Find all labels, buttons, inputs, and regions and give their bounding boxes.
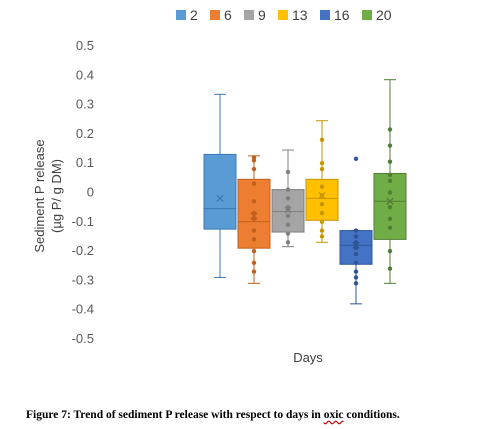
data-point — [387, 266, 393, 271]
y-tick-label: 0.5 — [76, 38, 94, 53]
data-point — [285, 169, 291, 175]
caption-text-underlined: oxic — [323, 409, 344, 421]
data-point — [319, 137, 325, 142]
data-point — [251, 260, 257, 266]
data-point — [353, 251, 359, 257]
data-point — [285, 222, 291, 227]
legend-label: 13 — [292, 7, 308, 23]
mean-marker — [216, 194, 224, 203]
legend-swatch — [176, 10, 186, 20]
data-point — [285, 213, 291, 219]
mean-marker — [250, 212, 258, 220]
mean-marker — [352, 241, 360, 249]
y-axis-title-group: Sediment P release (µg P/ g DM) — [32, 139, 64, 252]
data-point — [319, 161, 325, 166]
data-point — [285, 231, 291, 236]
data-point — [353, 260, 359, 266]
data-point — [353, 281, 359, 286]
data-point — [285, 240, 291, 245]
data-point — [387, 178, 393, 183]
data-point — [319, 219, 325, 224]
legend-swatch — [362, 10, 372, 20]
legend-label: 2 — [190, 7, 198, 23]
legend-label: 9 — [258, 7, 266, 23]
boxplot-chart: 2 6 9 13 16 20 0.5 0.4 0.3 0.2 0.1 0 -0.1 -0.2 -0.3 -0… — [32, 7, 407, 365]
data-point — [387, 225, 393, 230]
y-tick-label: 0.2 — [76, 126, 94, 141]
data-point — [353, 275, 359, 280]
caption-text-end: conditions. — [343, 409, 400, 421]
box-group — [237, 155, 271, 284]
data-point — [353, 269, 359, 274]
data-point — [319, 202, 325, 207]
mean-marker — [284, 206, 292, 214]
caption-text-start: Figure 7: Trend of sediment P release wi… — [26, 409, 324, 421]
y-tick-label: -0.1 — [72, 214, 94, 229]
data-point — [319, 234, 325, 239]
legend-label: 16 — [334, 7, 350, 23]
y-axis-title: Sediment P release — [32, 139, 47, 252]
data-point — [285, 196, 291, 201]
y-tick-label: 0.4 — [76, 67, 94, 82]
data-point — [251, 248, 257, 254]
data-point — [251, 181, 257, 186]
data-point — [319, 184, 325, 189]
data-point — [251, 237, 257, 242]
box-group — [305, 120, 339, 243]
plot-area — [203, 79, 407, 305]
data-point — [319, 228, 325, 233]
data-point — [353, 234, 359, 239]
data-point — [251, 166, 257, 172]
legend-swatch — [244, 10, 254, 20]
data-point — [387, 248, 393, 254]
data-point — [319, 210, 325, 216]
y-tick-label: -0.2 — [72, 243, 94, 258]
data-point — [353, 156, 359, 162]
data-point — [387, 204, 393, 210]
box-group — [271, 149, 305, 248]
legend-swatch — [278, 10, 288, 20]
box — [203, 153, 237, 230]
data-point — [251, 269, 257, 274]
mean-marker — [386, 197, 394, 205]
data-point — [387, 172, 393, 178]
y-tick-label: -0.5 — [72, 331, 94, 346]
data-point — [387, 127, 393, 132]
y-axis: 0.5 0.4 0.3 0.2 0.1 0 -0.1 -0.2 -0.3 -0.4 -0.5 — [72, 38, 94, 346]
y-tick-label: 0.1 — [76, 155, 94, 170]
data-point — [387, 159, 393, 164]
data-point — [353, 228, 359, 233]
legend-label: 20 — [376, 7, 392, 23]
data-point — [251, 228, 257, 233]
data-point — [387, 143, 393, 148]
y-tick-label: 0 — [87, 185, 94, 200]
data-point — [285, 187, 291, 192]
y-tick-label: 0.3 — [76, 97, 94, 112]
y-axis-unit: (µg P/ g DM) — [49, 159, 64, 233]
box-group — [339, 156, 373, 305]
data-point — [387, 190, 393, 195]
figure-caption: Figure 7: Trend of sediment P release wi… — [26, 409, 476, 421]
data-point — [251, 158, 257, 163]
box-group — [203, 93, 237, 278]
y-tick-label: -0.3 — [72, 272, 94, 287]
x-axis-title: Days — [293, 350, 323, 365]
mean-marker — [318, 191, 326, 200]
legend-swatch — [210, 10, 220, 20]
legend-label: 6 — [224, 7, 232, 23]
box-group — [373, 79, 407, 284]
data-point — [387, 216, 393, 222]
y-tick-label: -0.4 — [72, 302, 94, 317]
chart-legend: 2 6 9 13 16 20 — [176, 7, 392, 23]
legend-swatch — [320, 10, 330, 20]
data-point — [319, 166, 325, 172]
data-point — [251, 199, 257, 204]
